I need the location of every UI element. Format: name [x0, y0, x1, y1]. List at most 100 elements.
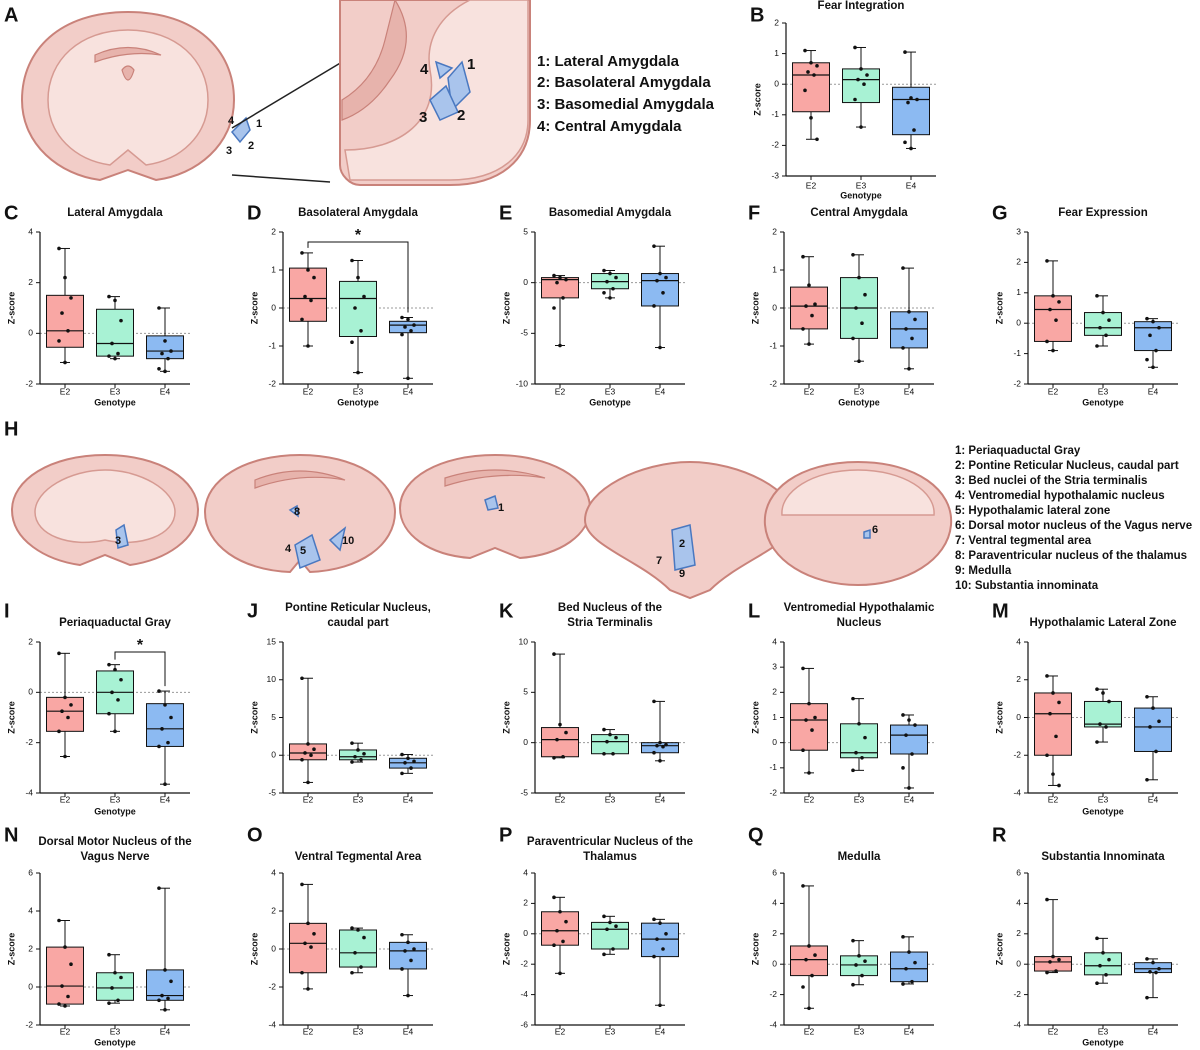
data-point: [907, 367, 911, 371]
x-tick-label: E2: [804, 386, 815, 396]
data-point: [810, 728, 814, 732]
chart-panel: C Lateral Amygdala Z-score Genotype -2 0 2 4 E2 E…: [4, 202, 190, 407]
data-point: [611, 947, 615, 951]
data-point: [614, 924, 618, 928]
data-point: [658, 271, 662, 276]
legend: 1: Periaquaductal Gray 2: Pontine Reticul…: [955, 445, 1192, 592]
chart-title: Nucleus: [837, 617, 882, 629]
data-point: [166, 996, 170, 1001]
data-point: [300, 882, 304, 887]
data-point: [406, 993, 410, 998]
y-tick-label: 0: [772, 737, 777, 747]
data-point: [558, 722, 562, 727]
chart-title: Thalamus: [583, 851, 637, 863]
data-point: [1057, 783, 1061, 788]
data-point: [63, 695, 67, 700]
y-tick-label: 2: [28, 277, 33, 287]
y-tick-label: -2: [769, 787, 777, 797]
x-tick-label: E4: [904, 794, 915, 804]
data-point: [160, 727, 164, 731]
data-point: [661, 291, 665, 295]
box: [840, 955, 878, 977]
data-point: [903, 140, 907, 145]
y-tick-label: -5: [268, 787, 276, 797]
data-point: [804, 718, 808, 722]
data-point: [400, 967, 404, 971]
data-point: [909, 146, 913, 151]
x-axis-label: Genotype: [337, 397, 379, 407]
y-axis-label: Z-score: [501, 292, 511, 325]
data-point: [57, 339, 61, 343]
data-point: [353, 306, 357, 310]
data-point: [1051, 348, 1055, 353]
box: [591, 921, 629, 950]
data-point: [1145, 357, 1149, 362]
x-tick-label: E4: [655, 386, 666, 396]
chart-panel: B Fear Integration Z-score Genotype -3 -2 -1 0 1…: [750, 0, 936, 200]
chart-title: Stria Terminalis: [567, 617, 652, 629]
data-point: [113, 298, 117, 303]
data-point: [1104, 973, 1108, 977]
y-tick-label: -2: [268, 378, 276, 388]
y-tick-label: 0: [271, 750, 276, 760]
y-tick-label: 5: [523, 226, 528, 236]
data-point: [356, 370, 360, 375]
y-axis-label: Z-score: [249, 292, 259, 325]
data-point: [904, 966, 908, 971]
data-point: [400, 752, 404, 757]
data-point: [306, 742, 310, 746]
data-point: [303, 941, 307, 946]
data-point: [1107, 318, 1111, 322]
y-tick-label: -4: [25, 787, 33, 797]
data-point: [406, 317, 410, 322]
x-tick-label: E3: [605, 386, 616, 396]
legend-item: 4: Central Amygdala: [537, 118, 682, 135]
data-point: [119, 677, 123, 682]
y-tick-label: 2: [271, 226, 276, 236]
data-point: [303, 751, 307, 755]
data-point: [1054, 969, 1058, 973]
data-point: [350, 340, 354, 345]
data-point: [1151, 319, 1155, 324]
data-point: [857, 359, 861, 364]
data-point: [163, 1008, 167, 1012]
data-point: [856, 77, 860, 82]
data-point: [169, 349, 173, 353]
data-point: [608, 271, 612, 276]
x-axis-label: Genotype: [838, 397, 880, 407]
significance-label: *: [355, 227, 362, 244]
data-point: [658, 1003, 662, 1008]
x-tick-label: E4: [904, 1026, 915, 1036]
data-point: [163, 968, 167, 972]
box: [1034, 956, 1072, 972]
data-point: [901, 713, 905, 717]
data-point: [863, 959, 867, 963]
data-point: [403, 325, 407, 329]
x-tick-label: E2: [806, 180, 817, 190]
significance-bracket: [114, 651, 166, 687]
data-point: [412, 947, 416, 951]
y-tick-label: 0: [523, 737, 528, 747]
brain-cerebellum: [781, 469, 935, 516]
chart-title: Ventral Tegmental Area: [295, 851, 422, 863]
data-point: [661, 744, 665, 749]
data-point: [157, 744, 161, 749]
data-point: [1095, 740, 1099, 744]
data-point: [652, 699, 656, 704]
box: [541, 277, 579, 299]
data-point: [605, 927, 609, 932]
x-tick-label: E4: [160, 1026, 171, 1036]
y-tick-label: -4: [520, 989, 528, 999]
legend-item: 3: Basomedial Amygdala: [537, 96, 715, 113]
chart-panel: P Paraventricular Nucleus of the Thalamus Z…: [499, 824, 693, 1036]
panel-letter: Q: [748, 824, 764, 846]
data-point: [812, 73, 816, 77]
data-point: [801, 327, 805, 331]
y-axis-label: Z-score: [6, 292, 16, 325]
data-point: [1045, 259, 1049, 263]
data-point: [1157, 325, 1161, 330]
data-point: [801, 748, 805, 753]
data-point: [863, 735, 867, 740]
y-tick-label: 0: [1016, 958, 1021, 968]
region-number: 8: [294, 506, 300, 518]
